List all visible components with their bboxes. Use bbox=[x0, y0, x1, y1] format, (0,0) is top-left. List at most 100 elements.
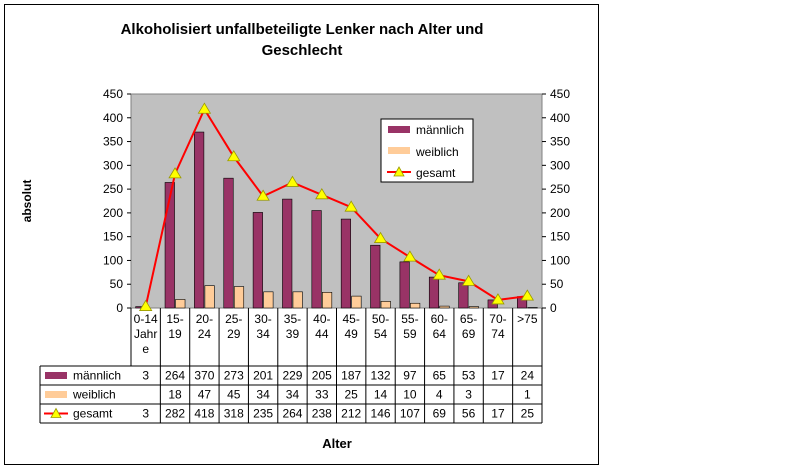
table-cell-value: 17 bbox=[491, 407, 505, 421]
y-tick-label-right: 450 bbox=[550, 87, 570, 101]
table-cell-value: 25 bbox=[521, 407, 535, 421]
legend: männlich weiblich gesamt bbox=[380, 118, 474, 183]
table-cell-value: 146 bbox=[371, 407, 391, 421]
table-cell-value: 97 bbox=[403, 369, 417, 383]
table-cell-value: 14 bbox=[374, 388, 388, 402]
x-tick-label: 25- bbox=[225, 312, 242, 326]
table-row-label: gesamt bbox=[73, 407, 113, 421]
chart-title-line2: Geschlecht bbox=[262, 42, 343, 59]
legend-marker-gesamt bbox=[393, 166, 405, 177]
table-cell-value: 17 bbox=[491, 369, 505, 383]
line-series bbox=[138, 102, 535, 311]
table-cell-value: 4 bbox=[436, 388, 443, 402]
table-cell-value: 25 bbox=[344, 388, 358, 402]
y-axis-left: 0 50 100 150 200 250 300 350 400 450 bbox=[103, 87, 131, 315]
bar-maennlich bbox=[282, 198, 293, 309]
table-cell-value: 264 bbox=[165, 369, 185, 383]
x-tick-label: 35- bbox=[284, 312, 301, 326]
bar-maennlich bbox=[194, 131, 205, 309]
y-axis-label: absolut bbox=[20, 180, 34, 223]
table-cell-value: 45 bbox=[227, 388, 241, 402]
table-cell-value: 187 bbox=[341, 369, 361, 383]
marker-gesamt bbox=[432, 268, 446, 280]
y-tick-label-left: 450 bbox=[103, 87, 123, 101]
y-tick-label-left: 100 bbox=[103, 253, 123, 267]
bar-maennlich bbox=[340, 218, 351, 309]
table-cell-value: 318 bbox=[224, 407, 244, 421]
table-cell-value: 212 bbox=[341, 407, 361, 421]
table-cell-value: 235 bbox=[253, 407, 273, 421]
table-cell-value: 132 bbox=[371, 369, 391, 383]
legend-label-maennlich: männlich bbox=[416, 123, 464, 137]
y-tick-label-left: 150 bbox=[103, 230, 123, 244]
y-tick-label-right: 200 bbox=[550, 206, 570, 220]
table-cell-value: 18 bbox=[168, 388, 182, 402]
x-tick-label: 19 bbox=[168, 327, 182, 341]
x-tick-label: 74 bbox=[491, 327, 505, 341]
marker-gesamt bbox=[344, 200, 358, 212]
marker-gesamt bbox=[227, 149, 241, 162]
bar-weiblich bbox=[410, 302, 421, 309]
marker-gesamt bbox=[197, 102, 212, 114]
bar-maennlich bbox=[370, 244, 381, 309]
y-tick-label-right: 150 bbox=[550, 230, 570, 244]
x-tick-label: 70- bbox=[489, 312, 506, 326]
table-cell-value: 34 bbox=[256, 388, 270, 402]
table-cell-value: 53 bbox=[462, 369, 476, 383]
table-cell-value: 418 bbox=[194, 407, 214, 421]
y-tick-label-left: 300 bbox=[103, 158, 123, 172]
x-axis-label: Alter bbox=[322, 436, 352, 451]
table-cell-value: 238 bbox=[312, 407, 332, 421]
table-row-label: männlich bbox=[73, 369, 121, 383]
table-cell-value: 24 bbox=[521, 369, 535, 383]
bar-weiblich bbox=[292, 291, 303, 309]
table-cell-value: 69 bbox=[433, 407, 447, 421]
y-tick-label-left: 50 bbox=[110, 277, 124, 291]
x-tick-label: 20- bbox=[196, 312, 213, 326]
marker-gesamt bbox=[138, 299, 153, 311]
bar-weiblich bbox=[468, 306, 479, 309]
y-axis-right: 0 50 100 150 200 250 300 350 400 450 bbox=[542, 87, 570, 315]
table-cell-value: 34 bbox=[286, 388, 300, 402]
table-key-swatch bbox=[45, 372, 67, 379]
x-tick-label: 40- bbox=[313, 312, 330, 326]
y-tick-label-right: 250 bbox=[550, 182, 570, 196]
table-cell-value: 201 bbox=[253, 369, 273, 383]
x-tick-label: 60- bbox=[431, 312, 448, 326]
table-cell-value: 3 bbox=[465, 388, 472, 402]
bar-weiblich bbox=[322, 292, 333, 309]
y-tick-label-left: 350 bbox=[103, 135, 123, 149]
table-key-marker bbox=[50, 407, 62, 418]
bar-weiblich bbox=[233, 286, 245, 309]
x-tick-label: 34 bbox=[256, 327, 270, 341]
table-cell-value: 47 bbox=[198, 388, 212, 402]
legend-swatch-maennlich bbox=[388, 126, 410, 133]
x-tick-label: 65- bbox=[460, 312, 477, 326]
y-tick-label-right: 50 bbox=[550, 277, 564, 291]
marker-gesamt bbox=[520, 289, 535, 301]
x-tick-label: 55- bbox=[401, 312, 418, 326]
table-row-label: weiblich bbox=[72, 388, 116, 402]
table-cell-value: 1 bbox=[524, 388, 531, 402]
marker-gesamt bbox=[285, 175, 300, 187]
x-tick-label: 50- bbox=[372, 312, 389, 326]
table-cell-value: 33 bbox=[315, 388, 329, 402]
x-tick-label: 49 bbox=[344, 327, 358, 341]
bar-weiblich bbox=[263, 291, 274, 309]
data-table: 0-14Jahre15-1920-2425-2930-3435-3940-444… bbox=[39, 308, 543, 424]
y-tick-label-left: 400 bbox=[103, 111, 123, 125]
x-tick-label: >75 bbox=[517, 312, 538, 326]
table-cell-value: 107 bbox=[400, 407, 420, 421]
table-cell-value: 3 bbox=[142, 407, 149, 421]
bar-weiblich bbox=[351, 295, 362, 309]
bars bbox=[135, 131, 538, 309]
table-key-swatch bbox=[45, 391, 67, 398]
y-tick-label-right: 300 bbox=[550, 158, 570, 172]
bar-maennlich bbox=[399, 261, 410, 309]
table-cell-value: 65 bbox=[433, 369, 447, 383]
bar-maennlich bbox=[458, 282, 469, 309]
marker-gesamt bbox=[373, 231, 388, 243]
x-tick-label: 44 bbox=[315, 327, 329, 341]
table-cell-value: 10 bbox=[403, 388, 417, 402]
